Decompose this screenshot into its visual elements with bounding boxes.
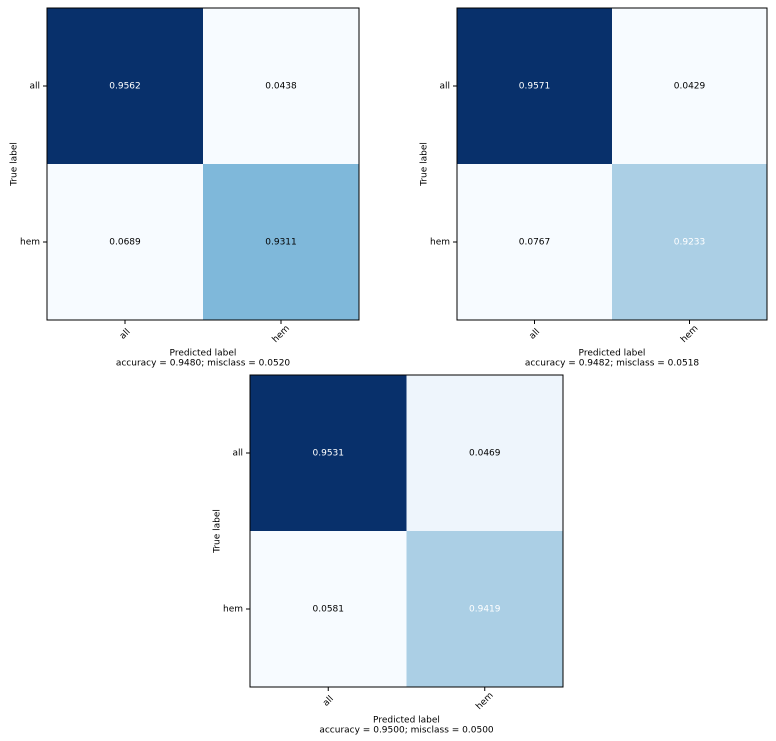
heatmap-cell — [250, 531, 407, 687]
y-axis-label: True label — [213, 509, 223, 554]
x-axis-label: Predicted label — [579, 349, 646, 359]
y-tick-label: all — [29, 82, 40, 92]
y-tick-label: all — [439, 82, 450, 92]
cell-label: 0.0469 — [469, 449, 501, 459]
heatmap-cell — [47, 8, 203, 164]
x-tick-label: all — [528, 327, 543, 342]
cell-label: 0.9233 — [674, 238, 706, 248]
heatmap-cell — [457, 8, 612, 164]
x-axis-label: Predicted label — [373, 716, 440, 726]
heatmap-cell — [250, 375, 407, 531]
y-axis-label: True label — [420, 142, 430, 187]
y-tick-label: hem — [223, 605, 243, 615]
x-tick-label: hem — [679, 324, 700, 345]
x-tick-label: all — [118, 327, 133, 342]
cell-label: 0.9311 — [265, 238, 297, 248]
plot-frame — [46, 7, 360, 321]
x-tick-label: hem — [271, 324, 292, 345]
heatmap-cell — [406, 531, 563, 687]
y-tick-label: hem — [20, 238, 40, 248]
subtitle: accuracy = 0.9480; misclass = 0.0520 — [116, 359, 291, 369]
heatmap-cell — [203, 164, 359, 320]
cell-label: 0.9562 — [109, 82, 141, 92]
heatmap-cell — [203, 8, 359, 164]
subtitle: accuracy = 0.9500; misclass = 0.0500 — [319, 726, 494, 736]
cell-label: 0.9419 — [469, 605, 501, 615]
cell-label: 0.0429 — [674, 82, 706, 92]
cell-label: 0.9571 — [519, 82, 551, 92]
plot-frame — [249, 374, 564, 688]
x-tick-label: all — [321, 694, 336, 709]
y-axis-label: True label — [10, 142, 20, 187]
plot-frame — [456, 7, 768, 321]
heatmap-cell — [612, 8, 767, 164]
x-tick-label: hem — [474, 691, 495, 712]
cell-label: 0.0438 — [265, 82, 297, 92]
cell-label: 0.0767 — [519, 238, 551, 248]
heatmap-cell — [47, 164, 203, 320]
heatmap-cell — [612, 164, 767, 320]
cell-label: 0.0689 — [109, 238, 141, 248]
subtitle: accuracy = 0.9482; misclass = 0.0518 — [525, 359, 700, 369]
y-tick-label: all — [232, 449, 243, 459]
cell-label: 0.0581 — [313, 605, 345, 615]
x-axis-label: Predicted label — [170, 349, 237, 359]
y-tick-label: hem — [430, 238, 450, 248]
heatmap-cell — [457, 164, 612, 320]
cell-label: 0.9531 — [313, 449, 345, 459]
heatmap-cell — [406, 375, 563, 531]
